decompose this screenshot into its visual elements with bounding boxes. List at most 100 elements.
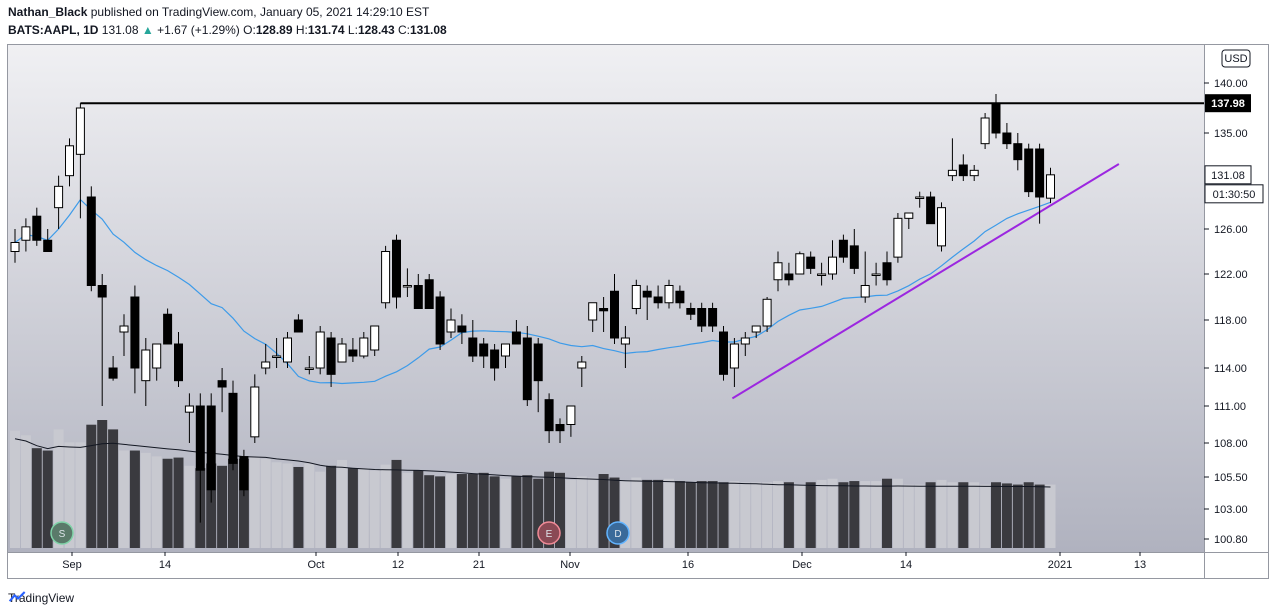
candle-body: [206, 405, 216, 491]
time-tick-label: 16: [682, 559, 694, 571]
volume-bar: [653, 479, 664, 548]
candle-body: [239, 456, 249, 491]
candle: [283, 332, 292, 368]
candle-body: [43, 239, 53, 252]
candle: [817, 262, 827, 286]
candle-body: [817, 273, 827, 276]
candle: [795, 251, 805, 275]
candle-body: [359, 337, 369, 357]
ma-line: [14, 198, 1051, 385]
price-tick-label: 108.00: [1214, 438, 1248, 450]
candle: [119, 314, 129, 356]
resistance-price-label: 137.98: [1211, 98, 1245, 110]
volume-bar: [456, 474, 467, 548]
candle-body: [511, 331, 521, 345]
volume-bar: [435, 476, 446, 548]
volume-bar: [391, 459, 402, 548]
candle: [195, 393, 205, 523]
publish-info: Nathan_Black published on TradingView.co…: [8, 5, 429, 19]
volume-bar: [271, 462, 282, 548]
volume-bar: [903, 484, 914, 548]
candle-body: [708, 308, 718, 327]
tradingview-logo-icon[interactable]: [8, 591, 28, 603]
candle: [435, 291, 445, 350]
volume-bar: [511, 476, 522, 548]
volume-bar: [587, 477, 598, 548]
time-axis[interactable]: Sep 14 Oct 12 21 Nov 16 Dec 14 2021 13: [62, 552, 1146, 571]
candle: [32, 207, 42, 246]
time-tick-label: Sep: [62, 559, 82, 571]
volume-bar: [882, 478, 892, 548]
event-marker-label: D: [614, 529, 621, 540]
candle-body: [937, 207, 946, 247]
candle-body: [664, 285, 674, 304]
moving-average: [14, 198, 1051, 385]
volume-bar: [674, 481, 685, 548]
volume-bar: [642, 479, 653, 548]
candle: [337, 338, 347, 363]
volume-bar: [326, 465, 337, 548]
candle: [326, 332, 336, 387]
candle: [457, 314, 467, 344]
candle: [43, 229, 53, 252]
high-label: H:: [295, 23, 308, 37]
candle: [588, 302, 598, 332]
volume-bar: [1001, 483, 1012, 548]
price-tick-label: 140.00: [1214, 78, 1248, 90]
event-marker-label: E: [546, 529, 553, 540]
candle: [1035, 143, 1045, 224]
volume-bar: [293, 466, 304, 548]
candle: [217, 368, 227, 413]
candle: [544, 393, 554, 443]
candle-body: [947, 169, 957, 177]
volume-bar: [576, 476, 587, 548]
time-tick-label: 14: [900, 559, 912, 571]
candle: [849, 229, 859, 274]
symbol-info: BATS:AAPL, 1D 131.08 ▲ +1.67 (+1.29%) O:…: [8, 23, 447, 37]
volume-bar: [969, 482, 980, 548]
time-tick-label: 21: [473, 559, 485, 571]
volume-bar: [718, 482, 729, 548]
candle-body: [490, 349, 500, 369]
candle-body: [893, 217, 903, 258]
volume-bar: [206, 463, 217, 548]
candle: [501, 343, 510, 368]
candle: [860, 251, 870, 303]
candle: [97, 274, 107, 406]
event-marker-icon: [50, 521, 74, 545]
currency-badge[interactable]: USD: [1221, 49, 1251, 68]
volume-bar: [467, 474, 478, 548]
candle-body: [424, 279, 434, 309]
candle: [675, 285, 685, 309]
volume-bar: [696, 481, 707, 548]
brand-name[interactable]: TradingView: [8, 591, 75, 605]
time-tick-label: Oct: [307, 559, 324, 571]
candle-body: [195, 405, 205, 471]
high-value: 131.74: [307, 23, 345, 37]
price-tick-label: 114.00: [1214, 363, 1247, 375]
candle-body: [152, 343, 162, 369]
candle-body: [751, 325, 761, 333]
volume-bar: [838, 482, 849, 548]
volume-bar: [892, 478, 903, 548]
volume-bar: [358, 468, 369, 548]
volume-bar: [413, 470, 424, 548]
candle: [784, 262, 794, 286]
candle-body: [435, 296, 445, 345]
volume-bar: [119, 450, 129, 548]
candle-body: [719, 331, 728, 375]
chart-frame[interactable]: [7, 44, 1269, 579]
candle: [806, 251, 816, 274]
candle: [620, 326, 630, 368]
candle: [413, 274, 423, 309]
author-name[interactable]: Nathan_Black: [8, 5, 88, 19]
price-axis[interactable]: 140.00 135.00 126.00 122.00 118.00 114.00 111.…: [1204, 78, 1264, 546]
candle-body: [228, 392, 238, 464]
candle: [631, 279, 641, 315]
volume-bar: [162, 458, 173, 548]
price-tick-label: 105.50: [1214, 472, 1248, 484]
event-marker-label: S: [59, 529, 66, 540]
candle-body: [533, 343, 543, 382]
resistance-price-badge: [1205, 94, 1251, 113]
